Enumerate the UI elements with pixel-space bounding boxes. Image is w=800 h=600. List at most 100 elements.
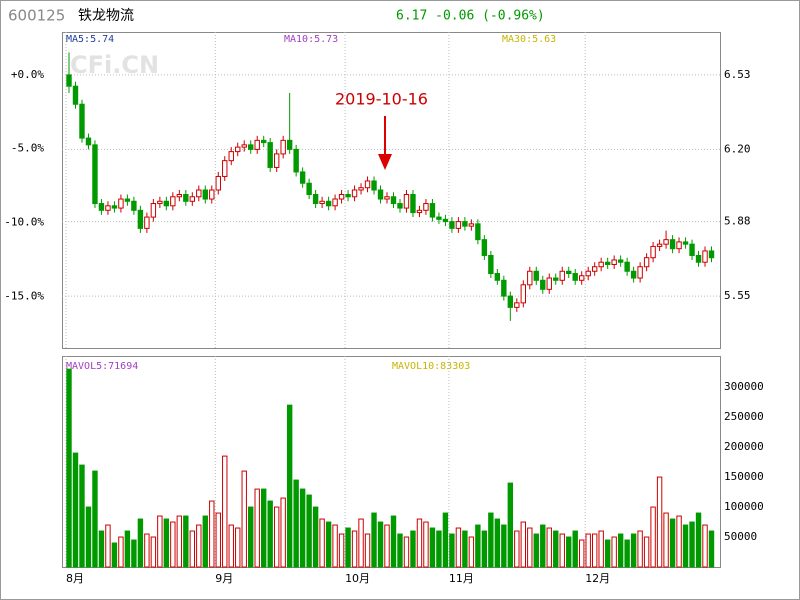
volume-bar (228, 524, 234, 568)
volume-bar (371, 512, 377, 568)
candle-body (364, 180, 371, 189)
volume-bar (416, 518, 423, 568)
ma-legend: MA10:5.73 (284, 34, 338, 45)
y-tick-label: 100000 (724, 500, 764, 513)
candle-body (462, 221, 468, 227)
candle-body (527, 270, 533, 286)
volume-bar (183, 515, 189, 568)
volume-bar (319, 518, 325, 568)
candle-body (280, 139, 286, 155)
volume-bar (118, 536, 124, 568)
volume-bar (209, 500, 215, 568)
volume-bar (196, 524, 202, 568)
candle-body (222, 160, 228, 177)
volume-bar (682, 524, 689, 568)
candle-body (669, 239, 676, 250)
y-tick-label: 5.55 (724, 289, 751, 302)
candle-body (630, 270, 637, 279)
candle-body (682, 241, 689, 245)
volume-bar (403, 536, 410, 568)
candle-body (312, 194, 319, 205)
candle-body (553, 277, 559, 281)
volume-bar (364, 533, 371, 568)
candle-body (261, 139, 267, 144)
x-tick-label: 9月 (215, 572, 233, 585)
volume-bar (566, 536, 572, 568)
y-tick-label: 5.88 (724, 215, 751, 228)
ma-legend: MA30:5.63 (502, 34, 556, 45)
candle-body (235, 146, 241, 153)
volume-bar (410, 530, 416, 568)
volume-bar (286, 404, 293, 568)
candle-body (449, 221, 455, 229)
candle-body (92, 144, 98, 205)
candle-body (611, 259, 617, 265)
volume-bar (325, 521, 332, 568)
candle-body (241, 144, 247, 148)
quote: 6.17 -0.06 (-0.96%) (396, 9, 545, 24)
candle-body (286, 139, 293, 150)
candle-body (384, 196, 390, 200)
candle-body (689, 243, 695, 256)
candle-body (656, 243, 663, 247)
candle-body (676, 241, 682, 250)
candle-body (390, 196, 397, 205)
candle-body (572, 273, 578, 281)
candle-body (124, 198, 131, 202)
candle-body (319, 200, 325, 205)
candle-body (273, 153, 280, 168)
y-tick-label: 200000 (724, 440, 764, 453)
candle-body (416, 209, 423, 214)
candle-body (546, 277, 552, 290)
volume-bar (540, 524, 546, 568)
candle-body (377, 189, 384, 200)
volume-bar (358, 518, 364, 568)
volume-bar (390, 515, 397, 568)
volume-bar (501, 524, 507, 568)
volume-bar (261, 488, 267, 568)
y-tick-label: 6.20 (724, 142, 751, 155)
candle-body (397, 203, 403, 209)
volume-bar (624, 539, 630, 568)
candle-body (663, 239, 669, 245)
volume-bar (579, 539, 585, 568)
volume-bar (150, 536, 157, 568)
volume-bar (669, 518, 676, 568)
candle-body (695, 254, 702, 263)
volume-bar (546, 527, 552, 568)
candle-body (137, 209, 144, 229)
candle-body (254, 139, 260, 150)
y-tick-label: 150000 (724, 470, 764, 483)
volume-bar (656, 476, 663, 568)
volume-bar (111, 542, 118, 568)
candle-body (520, 284, 526, 304)
candle-body (338, 194, 345, 200)
candle-body (79, 103, 85, 139)
candle-body (423, 203, 429, 211)
x-tick-label: 10月 (345, 572, 370, 585)
candle-body (429, 203, 436, 218)
candle-body (643, 257, 650, 268)
candle-body (514, 302, 520, 308)
candle-body (209, 189, 215, 200)
volume-bar (157, 515, 163, 568)
volume-bar (585, 533, 591, 568)
candle-body (196, 189, 202, 198)
candle-body (507, 295, 514, 308)
candle-body (403, 194, 410, 209)
candle-body (468, 223, 475, 227)
volume-bar (611, 536, 617, 568)
volume-bar (462, 530, 468, 568)
volume-bar (455, 527, 462, 568)
volume-bar (299, 488, 306, 568)
volume-bar (254, 488, 260, 568)
y-tick-label: 50000 (724, 530, 757, 543)
x-tick-label: 11月 (449, 572, 474, 585)
volume-bar (124, 530, 131, 568)
candle-body (371, 180, 377, 191)
candle-body (131, 200, 137, 211)
candle-body (306, 182, 312, 196)
candle-body (163, 200, 170, 207)
stock-code: 600125 (8, 7, 65, 25)
